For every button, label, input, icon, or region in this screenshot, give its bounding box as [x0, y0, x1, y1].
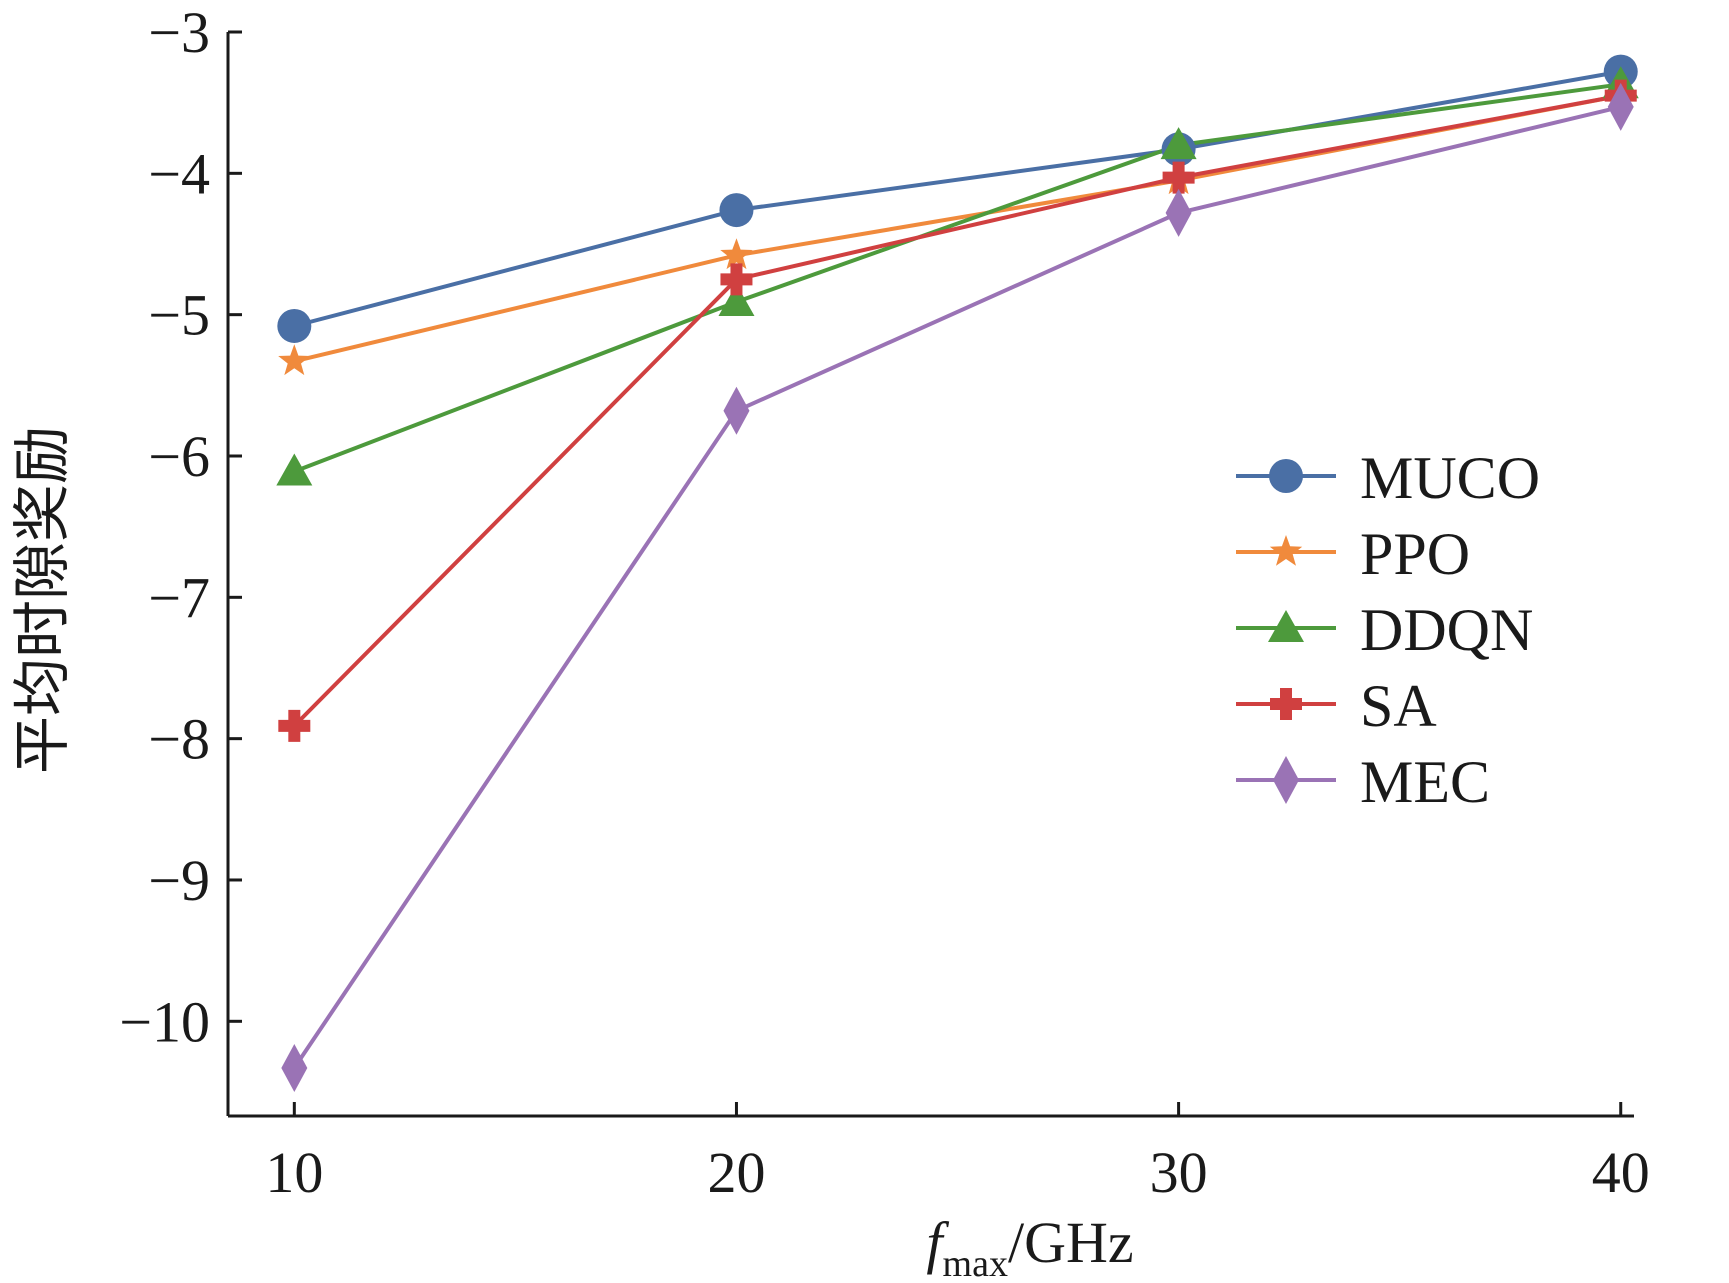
x-tick-label: 20: [707, 1140, 765, 1205]
axes: −3 −4 −5 −6 −7 −8 −9 −10 10 20 30 40: [119, 0, 1649, 1205]
data-point-mec: [1165, 188, 1192, 237]
x-axis-label-subscript: max: [943, 1243, 1008, 1278]
series-line-muco: [293, 69, 1622, 328]
data-point-sa: [720, 263, 753, 296]
y-tick-label: −4: [148, 141, 210, 206]
legend-label-mec: MEC: [1360, 749, 1490, 815]
data-point-mec: [281, 1043, 308, 1092]
y-tick-label: −9: [148, 848, 210, 913]
y-tick-label: −5: [148, 283, 210, 348]
y-tick-label: −6: [148, 424, 210, 489]
legend-marker-sa: [1270, 688, 1302, 720]
data-point-mec: [723, 386, 750, 435]
data-point-muco: [277, 308, 312, 343]
series-line-mec: [292, 104, 1622, 1070]
y-tick-label: −10: [119, 989, 210, 1054]
data-point-ddqn: [276, 453, 313, 486]
data-point-mec: [1607, 82, 1634, 131]
data-point-muco: [719, 193, 754, 228]
x-tick-label: 40: [1592, 1140, 1650, 1205]
legend-label-sa: SA: [1360, 673, 1437, 739]
legend: MUCO PPO DDQN SA MEC: [1236, 445, 1540, 815]
x-tick-label: 30: [1150, 1140, 1208, 1205]
series-line-ddqn: [293, 82, 1621, 474]
legend-label-ddqn: DDQN: [1360, 597, 1533, 663]
series-group: [276, 54, 1639, 1092]
legend-marker-ppo: [1269, 535, 1303, 566]
data-point-sa: [278, 709, 311, 742]
series-line-sa: [292, 93, 1622, 728]
y-tick-label: −3: [148, 0, 210, 65]
legend-label-muco: MUCO: [1360, 445, 1540, 511]
x-axis-label: fmax/GHz: [926, 1210, 1133, 1278]
x-axis-label-unit: /GHz: [1008, 1210, 1134, 1275]
legend-label-ppo: PPO: [1360, 521, 1470, 587]
data-point-sa: [1162, 161, 1195, 194]
data-point-ppo: [278, 344, 311, 376]
x-tick-label: 10: [265, 1140, 323, 1205]
data-point-ddqn: [718, 283, 755, 316]
legend-marker-mec: [1273, 756, 1299, 804]
data-point-ppo: [720, 238, 753, 270]
data-point-ddqn: [1160, 127, 1197, 160]
y-tick-label: −8: [148, 707, 210, 772]
y-tick-label: −7: [148, 565, 210, 630]
legend-marker-muco: [1269, 459, 1303, 493]
y-axis-label: 平均时隙奖励: [10, 426, 75, 774]
legend-marker-ddqn: [1268, 610, 1304, 642]
